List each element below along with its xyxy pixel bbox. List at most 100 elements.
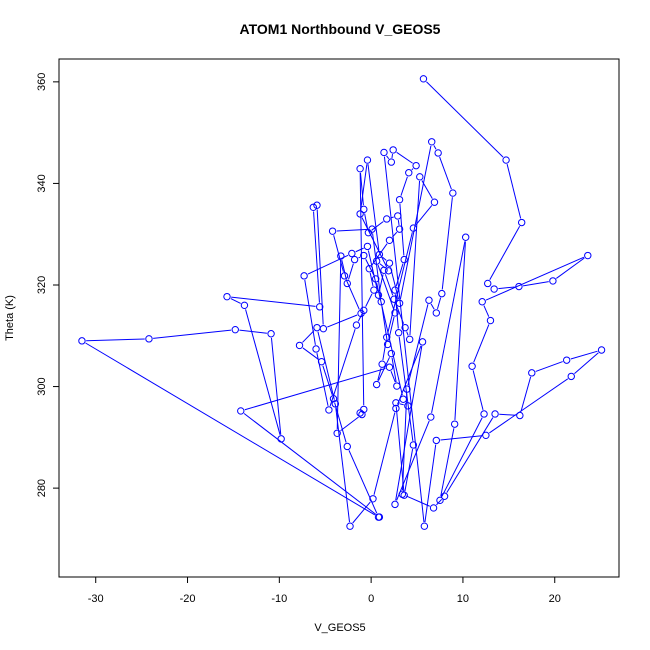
series-segment <box>396 420 430 501</box>
data-point <box>319 324 328 333</box>
series-segment <box>361 217 388 268</box>
data-point <box>374 291 383 299</box>
data-point <box>438 289 446 298</box>
series-segment <box>498 286 515 290</box>
data-point <box>394 329 403 337</box>
data-point <box>346 522 354 530</box>
data-point <box>401 323 409 332</box>
data-point <box>428 138 436 146</box>
data-point <box>343 442 351 451</box>
data-point <box>567 372 575 381</box>
series-segment <box>440 428 455 497</box>
data-point <box>313 201 321 209</box>
series-segment <box>244 367 386 411</box>
data-point <box>394 212 402 220</box>
series-segment <box>357 313 363 322</box>
data-point <box>358 410 366 419</box>
data-point <box>350 255 359 264</box>
y-tick-label: 300 <box>36 377 48 395</box>
data-point <box>385 236 394 245</box>
data-point <box>389 146 397 154</box>
series-segment <box>231 296 316 307</box>
data-point <box>365 265 373 273</box>
series-segment <box>395 302 405 324</box>
series-segment <box>317 331 335 400</box>
data-point <box>385 363 394 371</box>
series-segment <box>365 293 373 307</box>
series-segment <box>382 341 387 361</box>
data-point <box>360 306 368 315</box>
data-point <box>237 407 245 415</box>
data-point <box>300 272 308 280</box>
series-segment <box>359 172 364 206</box>
series-segment <box>431 241 466 414</box>
data-point <box>549 277 557 285</box>
series-segment <box>485 256 585 301</box>
series-segment <box>430 303 435 310</box>
series-segment <box>322 365 333 395</box>
data-point <box>384 267 393 275</box>
data-point <box>383 333 391 341</box>
data-point <box>395 299 404 307</box>
series-segment <box>405 495 430 507</box>
series-segment <box>365 259 375 276</box>
series-segment <box>400 176 408 196</box>
data-point <box>309 203 317 211</box>
data-point <box>516 411 524 420</box>
data-point <box>436 496 444 505</box>
data-point <box>392 399 400 407</box>
data-point <box>482 431 490 440</box>
data-point <box>383 340 392 349</box>
series-segment <box>415 205 433 226</box>
series-segment <box>426 81 504 158</box>
series-segment <box>360 164 368 210</box>
data-point <box>486 316 495 325</box>
data-point <box>461 233 470 241</box>
data-point <box>398 490 407 498</box>
data-point <box>597 346 606 354</box>
series-segment <box>345 279 360 310</box>
series-segment <box>384 274 394 296</box>
series-segment <box>436 498 443 506</box>
series-segment <box>397 220 400 226</box>
data-point <box>390 295 398 303</box>
data-point <box>352 321 361 329</box>
data-point <box>502 156 510 164</box>
series-segment <box>85 342 376 516</box>
series-segment <box>436 297 442 310</box>
series-segment <box>483 305 490 317</box>
series-segment <box>367 164 380 251</box>
data-point <box>348 249 356 258</box>
y-axis: 280 300 320 340 360 <box>36 73 59 497</box>
series-segment <box>371 221 384 231</box>
series-segment <box>390 216 394 219</box>
data-point <box>434 149 442 157</box>
data-point <box>380 266 388 274</box>
series-segment <box>369 272 374 287</box>
series-segment <box>407 304 429 386</box>
series-segment <box>302 347 319 360</box>
data-point <box>375 513 384 521</box>
data-point <box>312 345 320 353</box>
series-segment <box>395 406 405 492</box>
data-point <box>377 298 385 306</box>
series-segment <box>359 172 365 406</box>
series-segment <box>334 402 347 443</box>
series-segment <box>230 298 241 304</box>
data-point <box>325 406 333 414</box>
series-segment <box>472 370 484 411</box>
data-point <box>277 435 285 443</box>
x-tick-label: -30 <box>88 593 104 605</box>
series-segment <box>433 145 437 150</box>
series-segment <box>364 213 369 229</box>
data-point <box>385 259 394 267</box>
series-segment <box>399 403 404 406</box>
series-segment <box>411 168 414 171</box>
data-point <box>404 402 412 410</box>
data-point <box>418 338 427 346</box>
series-segment <box>398 336 414 441</box>
series-segment <box>341 260 347 280</box>
series-segment <box>520 376 532 412</box>
series-segment <box>335 407 351 523</box>
